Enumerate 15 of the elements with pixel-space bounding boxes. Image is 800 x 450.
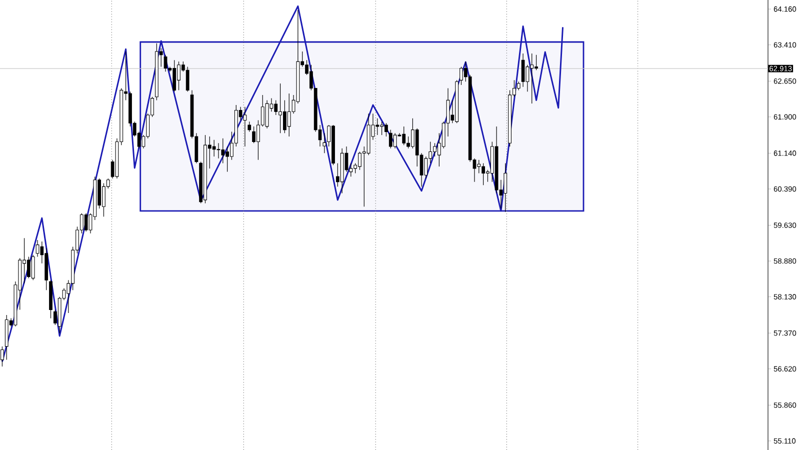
candlestick [0,346,4,367]
candlestick [216,142,220,159]
candlestick [84,213,88,232]
candlestick [212,140,216,157]
candlestick [248,121,252,132]
candlestick [393,132,397,149]
candlestick [477,160,481,174]
candlestick [521,53,525,88]
candlestick [186,66,190,92]
candlestick [243,106,247,147]
candlestick [164,54,168,72]
candlestick [265,100,269,129]
candlestick [31,254,35,280]
candlestick [36,240,40,258]
candlestick [322,132,326,154]
